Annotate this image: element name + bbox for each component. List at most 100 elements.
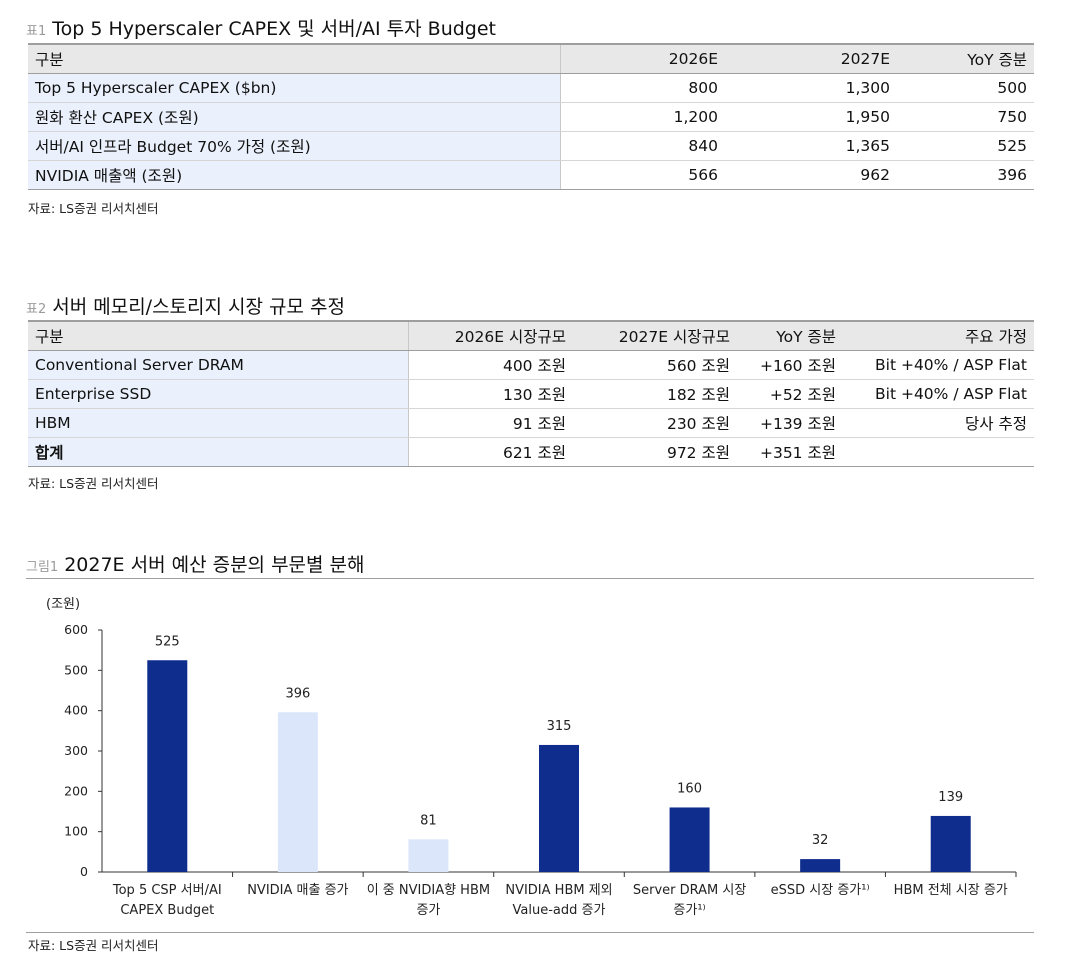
table-row: NVIDIA 매출액 (조원) 566 962 396 — [28, 160, 1034, 190]
table-cell: 800 — [560, 73, 725, 103]
x-tick-label: Value-add 증가 — [513, 903, 606, 918]
table-row: Conventional Server DRAM 400 조원 560 조원 +… — [28, 350, 1034, 380]
data-label: 32 — [812, 833, 829, 848]
data-label: 139 — [938, 790, 963, 805]
x-tick-label: eSSD 시장 증가¹⁾ — [771, 883, 870, 898]
table-cell: 1,365 — [725, 131, 897, 161]
table-cell: 1,950 — [725, 102, 897, 132]
x-tick-label: 증가 — [416, 903, 440, 918]
row-label: Enterprise SSD — [28, 379, 409, 409]
table-cell: 1,200 — [560, 102, 725, 132]
table-cell: 500 — [897, 73, 1034, 103]
figure1-source: 자료: LS증권 리서치센터 — [28, 938, 159, 953]
table-row: Enterprise SSD 130 조원 182 조원 +52 조원 Bit … — [28, 379, 1034, 409]
x-tick-label: Top 5 CSP 서버/AI — [112, 883, 222, 898]
table1-header-row: 구분 2026E 2027E YoY 증분 — [28, 43, 1034, 74]
x-tick-label: NVIDIA HBM 제외 — [505, 883, 612, 898]
table2-header: 2026E 시장규모 — [408, 320, 573, 351]
table2-source: 자료: LS증권 리서치센터 — [28, 476, 159, 491]
bar — [277, 712, 318, 872]
table1-header: 2027E — [725, 43, 897, 74]
table-cell: 962 — [725, 160, 897, 190]
bar — [800, 859, 841, 872]
table-cell: 230 조원 — [573, 408, 737, 438]
table2-header: 주요 가정 — [843, 320, 1034, 351]
row-label: HBM — [28, 408, 409, 438]
table2-header: YoY 증분 — [737, 320, 843, 351]
y-tick-label: 300 — [64, 743, 88, 758]
table2-header: 구분 — [28, 320, 409, 351]
figure1-top-rule — [26, 578, 1034, 579]
bar — [147, 660, 188, 872]
data-label: 525 — [155, 634, 180, 649]
table2-header: 2027E 시장규모 — [573, 320, 737, 351]
row-label: 서버/AI 인프라 Budget 70% 가정 (조원) — [28, 131, 561, 161]
row-label: Top 5 Hyperscaler CAPEX ($bn) — [28, 73, 561, 103]
row-label: 합계 — [28, 437, 409, 467]
table-cell: 91 조원 — [408, 408, 573, 438]
bar — [539, 744, 579, 872]
table2-tag: 표2 — [26, 302, 47, 317]
bar-chart: (조원) 0 100 200 300 400 500 600 525 Top 5 CSP 서버/A… — [46, 597, 1017, 918]
figure1-tag: 그림1 — [26, 560, 59, 575]
table2-header-row: 구분 2026E 시장규모 2027E 시장규모 YoY 증분 주요 가정 — [28, 320, 1034, 351]
table-cell: +139 조원 — [737, 408, 843, 438]
data-label: 315 — [547, 719, 572, 734]
x-tick-label: CAPEX Budget — [120, 903, 214, 918]
table1: 구분 2026E 2027E YoY 증분 Top 5 Hyperscaler … — [28, 43, 1034, 190]
table-cell: 182 조원 — [573, 379, 737, 409]
y-tick-label: 0 — [80, 864, 88, 879]
table1-title-text: Top 5 Hyperscaler CAPEX 및 서버/AI 투자 Budge… — [52, 18, 497, 40]
table-cell: 1,300 — [725, 73, 897, 103]
row-label: 원화 환산 CAPEX (조원) — [28, 102, 561, 132]
y-tick-label: 400 — [64, 703, 88, 718]
table-row: Top 5 Hyperscaler CAPEX ($bn) 800 1,300 … — [28, 73, 1034, 103]
y-tick-label: 200 — [64, 783, 88, 798]
table-cell: 400 조원 — [408, 350, 573, 380]
table-row: 원화 환산 CAPEX (조원) 1,200 1,950 750 — [28, 102, 1034, 132]
bar — [930, 815, 971, 872]
table-row: 서버/AI 인프라 Budget 70% 가정 (조원) 840 1,365 5… — [28, 131, 1034, 161]
table-cell: 396 — [897, 160, 1034, 190]
table-cell: Bit +40% / ASP Flat — [843, 379, 1034, 409]
table-cell: +52 조원 — [737, 379, 843, 409]
data-label: 396 — [285, 686, 310, 701]
table-cell: Bit +40% / ASP Flat — [843, 350, 1034, 380]
table-cell: +351 조원 — [737, 437, 843, 467]
table1-title: 표1 Top 5 Hyperscaler CAPEX 및 서버/AI 투자 Bud… — [26, 14, 496, 41]
table-cell: 560 조원 — [573, 350, 737, 380]
bar — [669, 807, 710, 872]
table-cell: 840 — [560, 131, 725, 161]
table2-title: 표2 서버 메모리/스토리지 시장 규모 추정 — [26, 292, 345, 319]
table1-source: 자료: LS증권 리서치센터 — [28, 201, 159, 216]
table1-header: 2026E — [560, 43, 725, 74]
table-cell — [843, 437, 1034, 467]
table1-header: YoY 증분 — [897, 43, 1034, 74]
table-row: 합계 621 조원 972 조원 +351 조원 — [28, 437, 1034, 467]
figure1-bottom-rule — [26, 932, 1034, 933]
table1-tag: 표1 — [26, 24, 47, 39]
table-cell: 750 — [897, 102, 1034, 132]
table-row: HBM 91 조원 230 조원 +139 조원 당사 추정 — [28, 408, 1034, 438]
table1-header: 구분 — [28, 43, 561, 74]
y-tick-label: 100 — [64, 824, 88, 839]
table-cell: 130 조원 — [408, 379, 573, 409]
table-cell: 972 조원 — [573, 437, 737, 467]
x-tick-label: NVIDIA 매출 증가 — [247, 883, 348, 898]
table-cell: +160 조원 — [737, 350, 843, 380]
row-label: Conventional Server DRAM — [28, 350, 409, 380]
table-cell: 621 조원 — [408, 437, 573, 467]
figure1-title: 그림1 2027E 서버 예산 증분의 부문별 분해 — [26, 550, 365, 577]
x-tick-label: HBM 전체 시장 증가 — [894, 883, 1008, 898]
data-label: 160 — [677, 781, 702, 796]
bar — [408, 839, 449, 872]
table2-title-text: 서버 메모리/스토리지 시장 규모 추정 — [52, 296, 345, 318]
y-tick-label: 600 — [64, 622, 88, 637]
table-cell: 566 — [560, 160, 725, 190]
x-tick-label: 증가¹⁾ — [673, 903, 705, 918]
row-label: NVIDIA 매출액 (조원) — [28, 160, 561, 190]
x-tick-label: 이 중 NVIDIA향 HBM — [367, 883, 490, 898]
table-cell: 당사 추정 — [843, 408, 1034, 438]
y-axis-label: (조원) — [46, 597, 80, 612]
figure1-title-text: 2027E 서버 예산 증분의 부문별 분해 — [64, 554, 365, 576]
